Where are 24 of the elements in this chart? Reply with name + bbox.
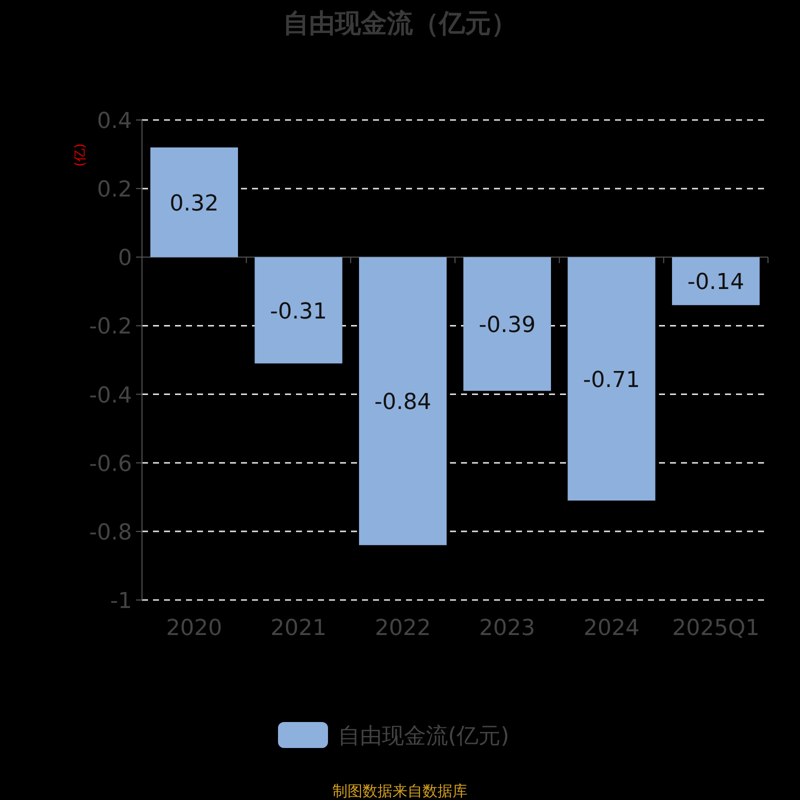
- x-tick-label: 2021: [270, 616, 326, 641]
- x-tick-label: 2020: [166, 616, 222, 641]
- data-label: -0.71: [583, 368, 640, 393]
- y-tick-label: -0.4: [89, 383, 132, 408]
- x-tick-label: 2022: [374, 616, 431, 641]
- y-tick-label: -1: [110, 589, 132, 614]
- y-tick-label: 0.4: [97, 109, 132, 134]
- y-axis-title: (亿): [73, 143, 88, 167]
- x-tick-label: 2023: [479, 616, 536, 641]
- x-tick-label: 2024: [584, 616, 640, 641]
- y-tick-label: 0.2: [97, 178, 132, 203]
- y-tick-label: -0.2: [89, 314, 132, 340]
- y-tick-label: 0: [118, 246, 132, 272]
- data-label: -0.84: [374, 390, 432, 416]
- x-tick-label: 2025Q1: [672, 616, 760, 641]
- data-label: -0.39: [478, 313, 536, 338]
- data-label: -0.31: [270, 299, 327, 324]
- y-tick-label: -0.8: [89, 520, 132, 546]
- text: 制图数据来自数据库: [332, 782, 468, 800]
- data-label: -0.14: [687, 270, 744, 296]
- data-label: 0.32: [170, 191, 219, 216]
- y-tick-label: -0.6: [89, 452, 132, 477]
- legend-label: 自由现金流(亿元): [338, 724, 510, 749]
- chart-title: 自由现金流（亿元）: [283, 9, 517, 39]
